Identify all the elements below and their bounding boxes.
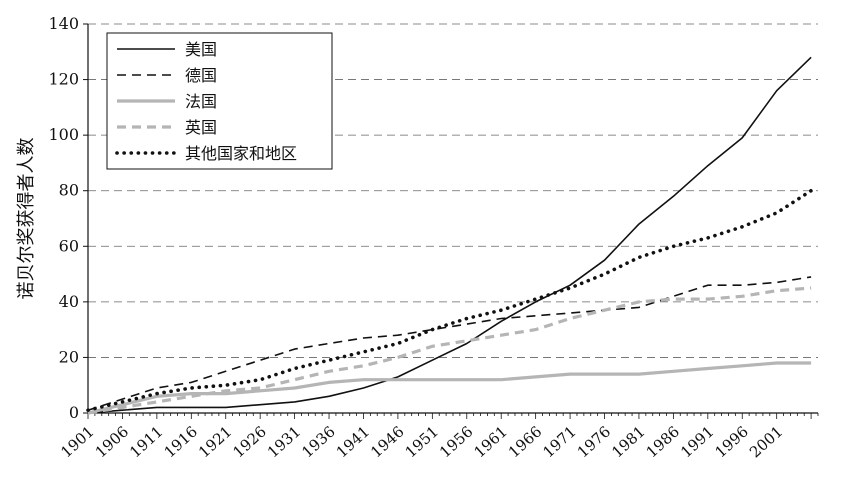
y-tick-label: 20 (59, 347, 79, 366)
y-tick-labels: 0 20 40 60 80 100 120 140 (48, 14, 88, 422)
y-tick-label: 120 (48, 70, 79, 89)
x-tick-label: 1956 (436, 422, 476, 461)
x-tick-label: 1946 (367, 422, 407, 461)
x-tick-label: 1961 (470, 422, 510, 461)
y-tick-label: 80 (59, 181, 79, 200)
series-line-0 (87, 56, 812, 414)
x-tick-labels: 1901190619111916192119261931193619411946… (57, 413, 819, 461)
x-tick-label: 1986 (643, 422, 683, 461)
x-tick-label: 1906 (92, 422, 132, 461)
series-lines (86, 56, 813, 415)
x-tick-label: 1966 (505, 422, 545, 461)
legend-label-3: 英国 (185, 118, 217, 137)
x-tick-label: 1926 (229, 422, 269, 461)
x-tick-label: 1911 (126, 422, 166, 461)
legend-label-2: 法国 (185, 92, 217, 111)
x-tick-label: 1921 (195, 422, 235, 461)
x-tick-label: 1931 (264, 422, 304, 461)
y-tick-label: 100 (48, 125, 79, 144)
gridlines (88, 23, 818, 358)
x-tick-label: 1976 (574, 422, 614, 461)
y-tick-label: 140 (48, 14, 79, 33)
y-tick-label: 60 (59, 236, 79, 255)
x-tick-label: 1941 (333, 422, 373, 461)
x-tick-label: 1901 (57, 422, 97, 461)
x-tick-label: 1981 (608, 422, 648, 461)
x-tick-label: 1971 (539, 422, 579, 461)
x-tick-label: 1991 (677, 422, 717, 461)
series-line-3 (87, 286, 812, 415)
series-line-4 (86, 188, 813, 412)
legend-label-0: 美国 (185, 40, 217, 59)
x-tick-label: 1951 (402, 422, 442, 461)
x-tick-label: 1936 (298, 422, 338, 461)
y-tick-label: 0 (69, 403, 79, 422)
y-axis-label: 诺贝尔奖获得者人数 (16, 138, 37, 300)
x-tick-label: 2001 (746, 422, 786, 461)
series-line-2 (87, 361, 812, 415)
legend-label-4: 其他国家和地区 (185, 144, 297, 163)
series-line-1 (87, 276, 812, 411)
y-tick-label: 40 (59, 292, 79, 311)
x-tick-label: 1996 (712, 422, 752, 461)
x-tick-label: 1916 (161, 422, 201, 461)
legend-label-1: 德国 (185, 66, 217, 85)
